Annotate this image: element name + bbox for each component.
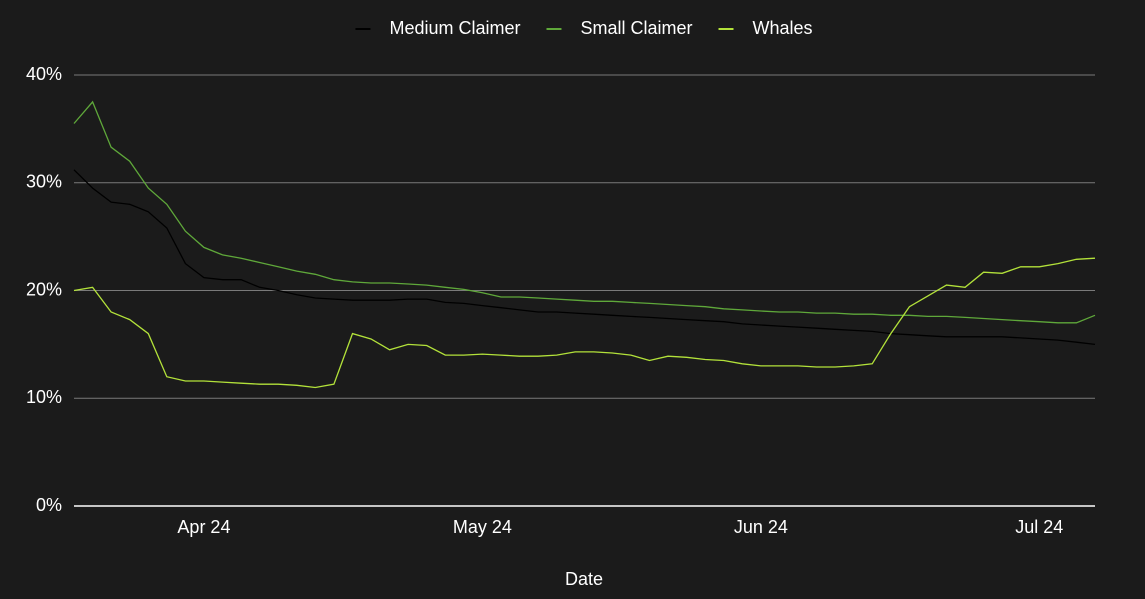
x-axis-title: Date (565, 569, 603, 589)
legend-label: Small Claimer (580, 18, 692, 38)
y-tick-label: 0% (36, 495, 62, 515)
y-tick-label: 10% (26, 387, 62, 407)
series-line (73, 257, 1096, 389)
series-line (73, 100, 1096, 324)
legend-label: Medium Claimer (389, 18, 520, 38)
series-line (73, 169, 1096, 346)
y-tick-label: 30% (26, 172, 62, 192)
x-tick-label: Apr 24 (177, 517, 230, 537)
legend-label: Whales (753, 18, 813, 38)
x-tick-label: Jul 24 (1015, 517, 1063, 537)
y-tick-label: 20% (26, 279, 62, 299)
x-tick-label: May 24 (453, 517, 512, 537)
y-tick-label: 40% (26, 64, 62, 84)
x-tick-label: Jun 24 (734, 517, 788, 537)
